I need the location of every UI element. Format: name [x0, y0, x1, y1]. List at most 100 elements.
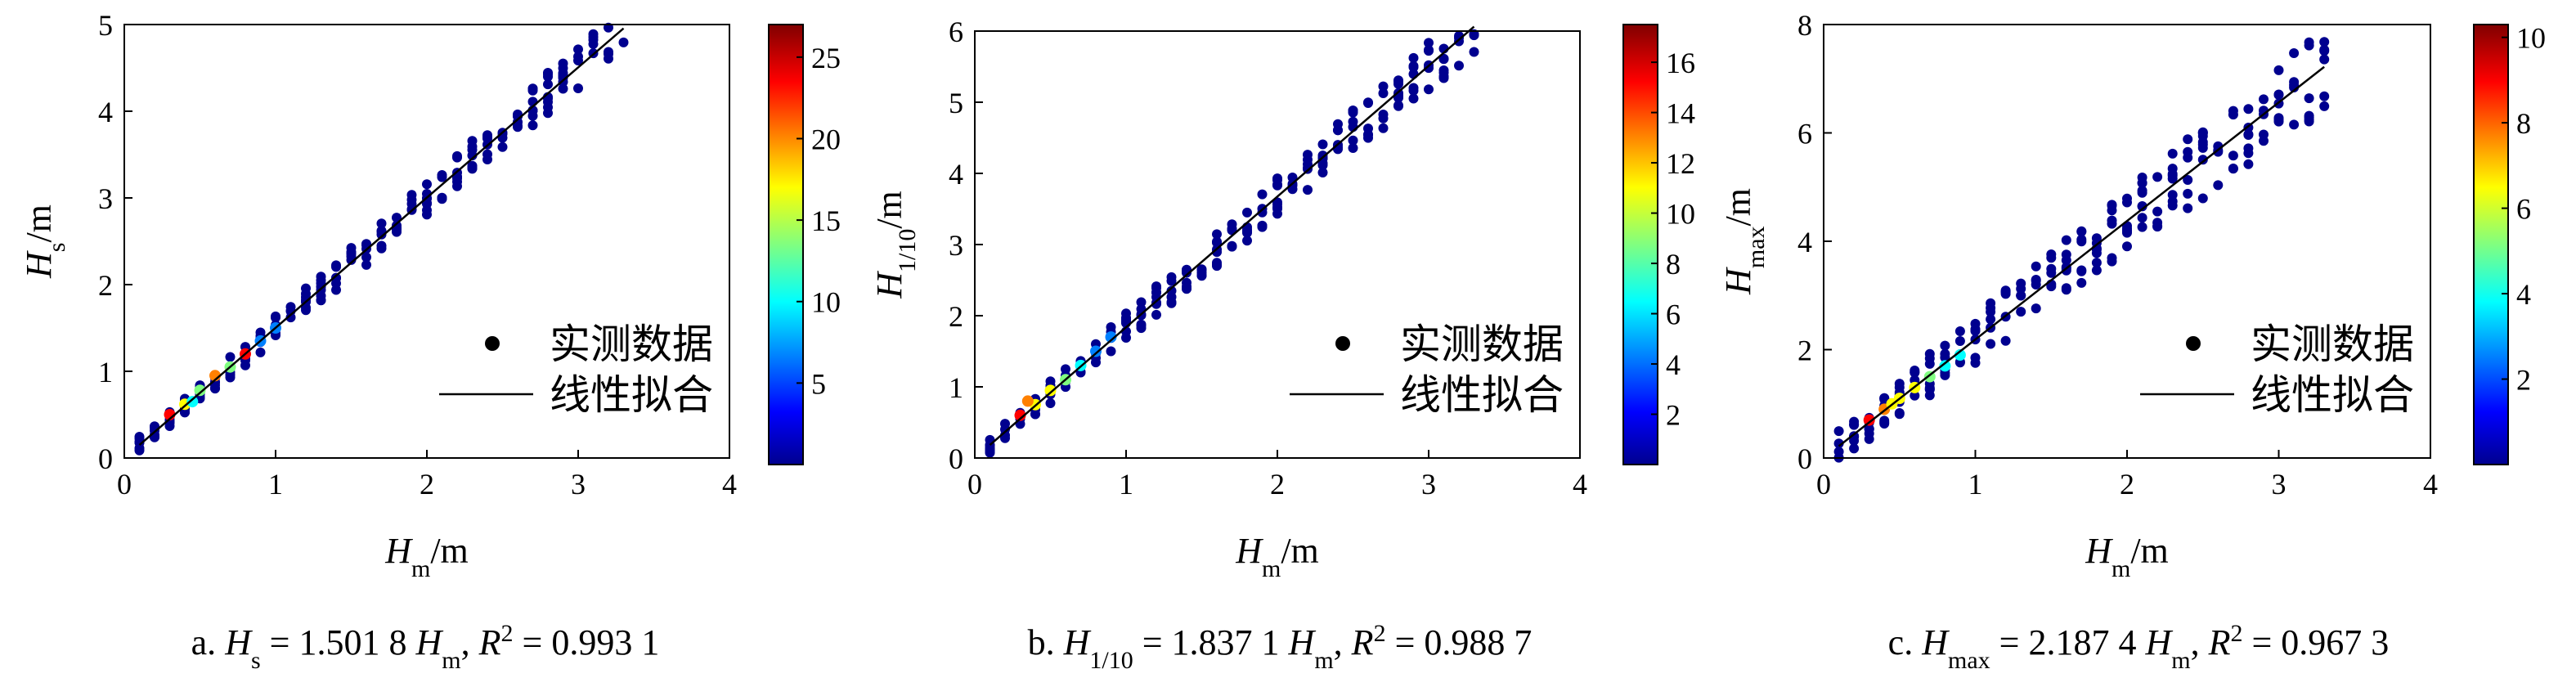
data-point	[1348, 106, 1358, 116]
hot-data-point	[1939, 360, 1951, 372]
data-point	[2061, 255, 2071, 266]
data-point	[225, 370, 236, 380]
data-point	[2289, 48, 2300, 58]
data-point	[1986, 314, 1996, 325]
data-point	[1408, 52, 1419, 63]
data-point	[255, 347, 266, 357]
data-point	[2091, 248, 2102, 258]
colorbar-tick-label: 25	[811, 42, 841, 74]
data-point	[2031, 275, 2041, 285]
data-point	[527, 83, 538, 94]
data-point	[2183, 175, 2193, 185]
data-point	[1136, 297, 1147, 308]
data-point	[1257, 220, 1268, 231]
data-point	[1121, 313, 1131, 324]
data-point	[1348, 135, 1358, 146]
y-tick-label: 0	[1797, 442, 1812, 475]
data-point	[2273, 90, 2284, 100]
data-point	[2183, 146, 2193, 157]
data-point	[1303, 163, 1313, 173]
y-tick-label: 6	[1797, 118, 1812, 150]
data-point	[2183, 188, 2193, 199]
data-point	[376, 218, 387, 229]
data-point	[2137, 177, 2147, 188]
data-point	[604, 47, 613, 57]
data-point	[271, 312, 280, 323]
data-point	[1348, 116, 1358, 127]
fit-line	[138, 27, 625, 447]
y-tick-label: 3	[949, 229, 963, 262]
data-point	[1272, 199, 1282, 209]
data-point	[2228, 164, 2238, 174]
data-point	[1424, 38, 1434, 48]
y-tick-label: 4	[1797, 226, 1812, 258]
x-tick-label: 1	[268, 468, 283, 501]
x-tick-label: 2	[2120, 468, 2134, 501]
colorbar-tick-label: 14	[1666, 97, 1695, 130]
y-tick-label: 6	[949, 16, 963, 48]
scatter-points	[134, 22, 629, 456]
y-tick-label: 1	[98, 356, 113, 388]
data-point	[1378, 81, 1389, 92]
legend-fit-label: 线性拟合	[1400, 371, 1564, 419]
data-point	[2167, 200, 2178, 211]
y-tick-label: 5	[949, 87, 963, 119]
x-axis-label: Hm/m	[384, 531, 469, 582]
data-point	[1864, 433, 1874, 444]
panel-caption: b. H1/10 = 1.837 1 Hm, R2 = 0.988 7	[1028, 620, 1533, 674]
data-point	[1849, 420, 1860, 429]
data-point	[1454, 61, 1464, 71]
data-point	[2076, 277, 2087, 288]
data-point	[543, 68, 553, 78]
data-point	[1303, 155, 1313, 165]
legend-point-marker	[1335, 336, 1350, 351]
data-point	[1424, 45, 1434, 56]
data-point	[1166, 272, 1177, 282]
data-point	[1378, 113, 1389, 123]
data-point	[2273, 114, 2284, 125]
data-point	[1348, 143, 1358, 153]
data-point	[2273, 65, 2284, 75]
data-point	[422, 179, 432, 190]
x-tick-label: 2	[420, 468, 434, 501]
data-point	[1317, 168, 1328, 177]
data-point	[2213, 180, 2224, 191]
data-point	[1879, 419, 1890, 429]
data-point	[1136, 319, 1147, 330]
y-axis-label: Hmax/m	[1718, 188, 1770, 295]
data-point	[285, 302, 296, 312]
data-point	[1196, 264, 1207, 275]
y-axis-label: Hs/m	[19, 204, 70, 279]
data-point	[2016, 290, 2026, 301]
data-point	[1317, 139, 1328, 150]
data-point	[1242, 236, 1252, 246]
data-point	[1424, 63, 1434, 74]
data-point	[1924, 358, 1935, 369]
colorbar-tick-label: 2	[1666, 399, 1681, 432]
data-point	[1954, 326, 1965, 336]
data-point	[1393, 79, 1403, 89]
colorbar-tick-label: 10	[2516, 22, 2546, 55]
data-point	[1106, 346, 1116, 357]
colorbar-tick-label: 16	[1666, 47, 1695, 79]
hot-data-point	[1863, 414, 1875, 426]
data-point	[1030, 409, 1040, 420]
data-point	[1986, 307, 1996, 317]
data-point	[2137, 186, 2147, 196]
x-tick-label: 4	[2423, 468, 2438, 501]
colorbar-tick-label: 6	[2516, 193, 2531, 226]
data-point	[1424, 84, 1434, 95]
legend-points-label: 实测数据	[2251, 321, 2414, 368]
legend-point-marker	[2186, 336, 2201, 351]
colorbar	[768, 24, 804, 465]
data-point	[467, 141, 478, 152]
colorbar-tick-label: 4	[2516, 278, 2531, 311]
data-point	[2243, 143, 2254, 154]
x-axis-label: Hm/m	[2085, 531, 2169, 582]
data-point	[573, 56, 583, 65]
data-point	[558, 83, 568, 94]
data-point	[1378, 123, 1389, 133]
legend-points-label: 实测数据	[1400, 321, 1564, 368]
data-point	[2319, 101, 2330, 111]
